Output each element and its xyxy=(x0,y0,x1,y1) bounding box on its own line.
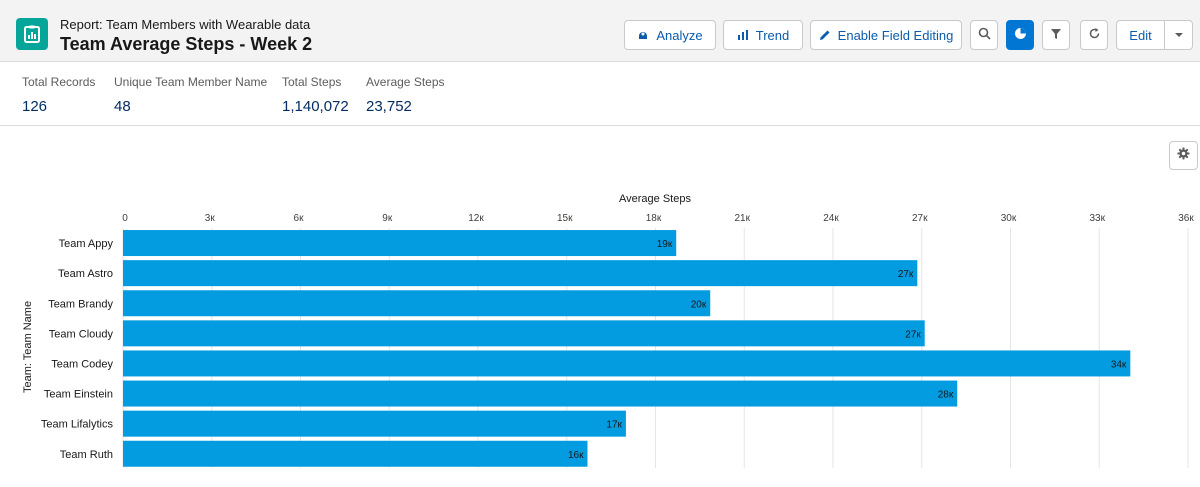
bar[interactable] xyxy=(123,320,925,347)
y-category-label: Team Appy xyxy=(59,238,114,250)
x-tick-label: 30к xyxy=(1001,213,1017,224)
y-category-label: Team Lifalytics xyxy=(41,419,114,431)
bar-data-label: 19к xyxy=(657,239,673,250)
chevron-down-icon xyxy=(1174,28,1184,43)
refresh-button[interactable] xyxy=(1080,20,1108,50)
x-tick-label: 21к xyxy=(735,213,751,224)
search-icon xyxy=(978,27,991,43)
summary-average-steps: Average Steps 23,752 xyxy=(366,75,445,116)
filter-icon xyxy=(1050,28,1062,43)
x-tick-label: 0 xyxy=(122,213,128,224)
chart-icon xyxy=(1014,27,1027,43)
y-category-label: Team Cloudy xyxy=(49,328,114,340)
bar[interactable] xyxy=(123,350,1131,377)
y-category-label: Team Brandy xyxy=(48,298,113,310)
bar[interactable] xyxy=(123,230,677,257)
refresh-icon xyxy=(1088,27,1101,43)
bar[interactable] xyxy=(123,410,626,437)
x-tick-label: 9к xyxy=(382,213,393,224)
x-tick-label: 18к xyxy=(646,213,662,224)
bar[interactable] xyxy=(123,290,711,317)
x-tick-label: 6к xyxy=(294,213,305,224)
y-category-label: Team Astro xyxy=(58,268,113,280)
bar[interactable] xyxy=(123,440,588,467)
summary-value: 126 xyxy=(22,98,48,115)
analyze-button[interactable]: Analyze xyxy=(624,20,716,50)
trend-icon xyxy=(737,29,749,41)
x-tick-label: 3к xyxy=(205,213,216,224)
bar[interactable] xyxy=(123,380,958,407)
summary-value: 1,140,072 xyxy=(282,98,349,115)
search-button[interactable] xyxy=(970,20,998,50)
report-icon xyxy=(16,18,48,50)
report-summary: Total Records 126 Unique Team Member Nam… xyxy=(0,63,1200,126)
x-tick-label: 24к xyxy=(823,213,839,224)
bar-data-label: 34к xyxy=(1111,359,1127,370)
bar-data-label: 20к xyxy=(691,299,707,310)
gear-icon xyxy=(1177,147,1190,165)
summary-label: Average Steps xyxy=(366,75,445,89)
y-category-label: Team Einstein xyxy=(44,389,113,401)
edit-label: Edit xyxy=(1129,27,1152,43)
bar-data-label: 27к xyxy=(898,269,914,280)
report-header: Report: Team Members with Wearable data … xyxy=(0,0,1200,62)
enable-field-editing-button[interactable]: Enable Field Editing xyxy=(810,20,962,50)
analyze-icon xyxy=(637,29,649,41)
trend-button[interactable]: Trend xyxy=(723,20,803,50)
summary-label: Unique Team Member Name xyxy=(114,75,268,89)
x-tick-label: 33к xyxy=(1090,213,1106,224)
bar-data-label: 27к xyxy=(905,329,921,340)
chart-toggle-button[interactable] xyxy=(1006,20,1034,50)
x-tick-label: 12к xyxy=(468,213,484,224)
summary-total-records: Total Records 126 xyxy=(22,75,95,116)
y-category-label: Team Codey xyxy=(51,358,113,370)
analyze-label: Analyze xyxy=(656,27,703,43)
bar-data-label: 28к xyxy=(938,390,954,401)
y-category-label: Team Ruth xyxy=(60,449,113,461)
x-tick-label: 36к xyxy=(1178,213,1194,224)
summary-label: Total Records xyxy=(22,75,96,89)
summary-value: 23,752 xyxy=(366,98,412,115)
enable-field-editing-label: Enable Field Editing xyxy=(837,27,954,43)
bar-data-label: 16к xyxy=(568,450,584,461)
x-tick-label: 15к xyxy=(557,213,573,224)
report-type-label: Report: Team Members with Wearable data xyxy=(60,17,311,32)
trend-label: Trend xyxy=(755,27,790,43)
page-title: Team Average Steps - Week 2 xyxy=(60,34,313,54)
pencil-icon xyxy=(819,29,831,41)
summary-total-steps: Total Steps 1,140,072 xyxy=(282,75,349,116)
x-tick-label: 27к xyxy=(912,213,928,224)
edit-button[interactable]: Edit xyxy=(1116,20,1165,50)
y-axis-title: Team: Team Name xyxy=(22,301,34,393)
bar-data-label: 17к xyxy=(606,420,622,431)
chart-settings-button[interactable] xyxy=(1169,141,1198,170)
summary-unique-team-member-name: Unique Team Member Name 48 xyxy=(114,75,267,116)
filter-button[interactable] xyxy=(1042,20,1070,50)
x-axis-title: Average Steps xyxy=(619,193,691,205)
bar-chart: 0 3к 6к 9к 12к 15к 18к 21к 24к 27к 30к 33к 36к Team … xyxy=(22,193,1194,468)
summary-value: 48 xyxy=(114,98,131,115)
summary-label: Total Steps xyxy=(282,75,342,89)
bar[interactable] xyxy=(123,260,918,287)
edit-menu-button[interactable] xyxy=(1164,20,1193,50)
